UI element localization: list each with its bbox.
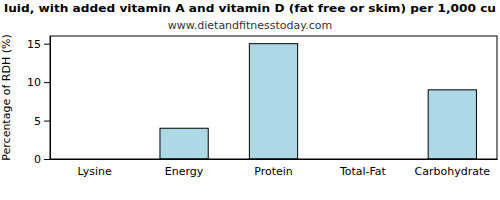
x-tick-label: Carbohydrate <box>415 165 491 178</box>
x-axis: Lysine Energy Protein Total-Fat Carbohydrate <box>51 159 498 178</box>
y-tick-mark <box>44 121 50 122</box>
y-tick: 15 <box>27 38 50 51</box>
bar <box>160 128 208 159</box>
y-tick-mark <box>44 159 50 160</box>
x-tick: Total-Fat <box>339 159 387 178</box>
x-tick-label: Lysine <box>78 165 112 178</box>
bars <box>160 44 476 159</box>
x-tick: Carbohydrate <box>415 159 491 178</box>
x-tick-label: Total-Fat <box>339 165 387 178</box>
y-axis-title: Percentage of RDH (%) <box>0 34 13 160</box>
y-tick: 0 <box>34 153 50 166</box>
x-tick: Protein <box>254 159 293 178</box>
x-tick: Lysine <box>78 159 112 178</box>
y-tick-label: 15 <box>27 38 41 51</box>
plot-frame <box>50 36 497 159</box>
y-axis: 0 5 10 15 <box>27 37 51 167</box>
bar <box>428 90 476 159</box>
y-tick: 5 <box>34 115 50 128</box>
x-axis-line <box>51 159 498 160</box>
y-axis-line <box>50 37 51 160</box>
y-tick-label: 5 <box>34 115 41 128</box>
x-tick-label: Energy <box>165 165 204 178</box>
y-tick-mark <box>44 44 50 45</box>
x-tick: Energy <box>165 159 204 178</box>
y-tick-label: 10 <box>27 76 41 89</box>
subtitle: www.dietandfitnesstoday.com <box>168 19 332 32</box>
bar <box>249 44 297 159</box>
x-tick-label: Protein <box>254 165 293 178</box>
y-tick-label: 0 <box>34 153 41 166</box>
plot: 0 5 10 15 Lysine Energy Protein Total-Fat Carboh… <box>27 36 498 178</box>
y-tick-mark <box>44 82 50 83</box>
title: luid, with added vitamin A and vitamin D… <box>4 2 496 15</box>
y-tick: 10 <box>27 76 50 89</box>
chart: luid, with added vitamin A and vitamin D… <box>0 0 500 200</box>
